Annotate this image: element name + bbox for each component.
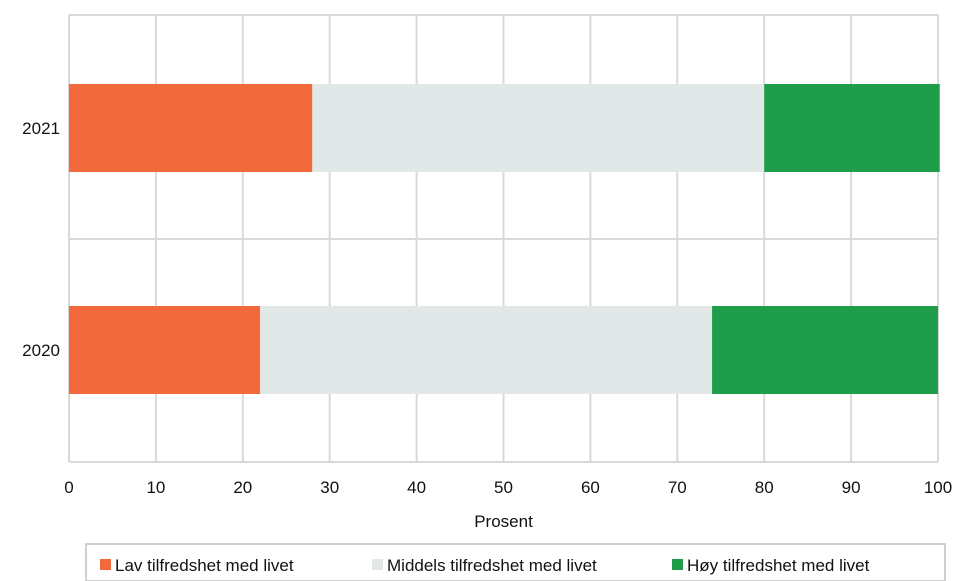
bars [69,84,940,394]
bar-2021-series-2 [312,84,765,172]
y-axis: 2021 2020 [22,119,60,360]
legend-box [85,543,946,581]
legend-swatch-1 [100,559,111,570]
x-tick-label-30: 30 [320,478,339,497]
x-tick-label-40: 40 [407,478,426,497]
legend-swatch-2 [372,559,383,570]
x-tick-label-60: 60 [581,478,600,497]
x-tick-label-50: 50 [494,478,513,497]
legend-label-3: Høy tilfredshet med livet [687,556,870,575]
y-tick-label-2020: 2020 [22,341,60,360]
legend-label-1: Lav tilfredshet med livet [115,556,294,575]
bar-2020-series-1 [69,306,261,394]
bar-2020-series-2 [260,306,713,394]
bar-2020-series-3 [712,306,938,394]
grid-lines [68,14,939,463]
x-tick-label-100: 100 [924,478,952,497]
x-tick-label-20: 20 [233,478,252,497]
legend: Lav tilfredshet med livet Middels tilfred… [85,543,946,581]
x-axis: 0 10 20 30 40 50 60 70 80 90 100 [64,478,952,497]
x-tick-label-80: 80 [755,478,774,497]
x-tick-label-70: 70 [668,478,687,497]
bar-2021-series-1 [69,84,313,172]
y-tick-label-2021: 2021 [22,119,60,138]
x-tick-label-0: 0 [64,478,73,497]
x-axis-title: Prosent [474,512,533,531]
legend-swatch-3 [672,559,683,570]
x-tick-label-10: 10 [146,478,165,497]
legend-label-2: Middels tilfredshet med livet [387,556,597,575]
bar-2021-series-3 [764,84,940,172]
x-tick-label-90: 90 [842,478,861,497]
